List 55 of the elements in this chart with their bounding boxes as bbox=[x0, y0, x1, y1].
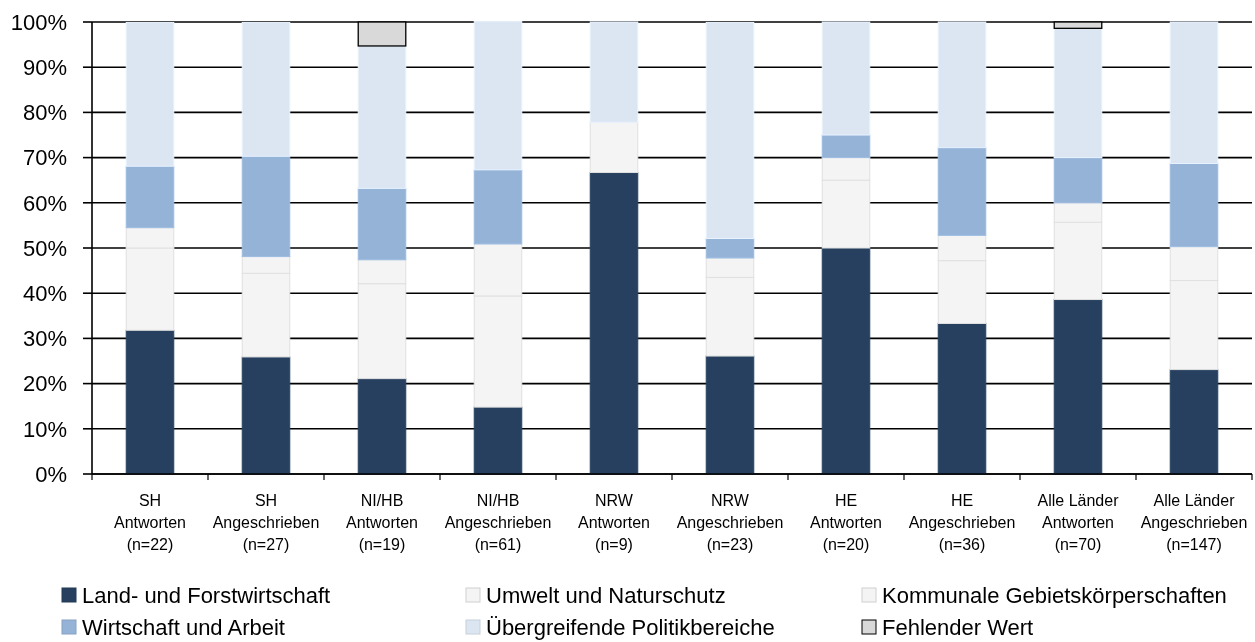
bar bbox=[821, 21, 871, 136]
bar bbox=[473, 406, 523, 475]
y-tick-label: 20% bbox=[22, 371, 67, 397]
bar bbox=[473, 21, 523, 171]
x-tick-label: NI/HB Angeschrieben (n=61) bbox=[444, 492, 552, 553]
bar bbox=[125, 329, 175, 475]
y-tick-label: 30% bbox=[22, 326, 67, 352]
y-tick-label: 100% bbox=[10, 9, 67, 35]
legend-label: Übergreifende Politikbereiche bbox=[486, 614, 775, 640]
y-tick-label: 50% bbox=[22, 235, 67, 261]
bar bbox=[125, 165, 175, 229]
x-tick-label: NRW Antworten (n=9) bbox=[577, 492, 651, 553]
y-tick-label: 60% bbox=[22, 190, 67, 216]
legend-label: Fehlender Wert bbox=[882, 614, 1034, 640]
bar bbox=[821, 247, 871, 475]
y-tick-label: 10% bbox=[22, 416, 67, 442]
bar bbox=[357, 378, 407, 475]
bar bbox=[1053, 299, 1103, 475]
bar bbox=[125, 21, 175, 167]
x-tick-label: SH Angeschrieben (n=27) bbox=[212, 492, 320, 553]
bar bbox=[705, 21, 755, 240]
legend-label: Land- und Forstwirtschaft bbox=[82, 582, 331, 608]
bar bbox=[1169, 21, 1219, 164]
bar bbox=[937, 322, 987, 475]
bar bbox=[1053, 27, 1103, 159]
y-tick-label: 90% bbox=[22, 54, 67, 80]
legend-label: Wirtschaft und Arbeit bbox=[82, 614, 285, 640]
bar bbox=[821, 134, 871, 159]
y-tick-label: 70% bbox=[22, 145, 67, 171]
bar bbox=[473, 169, 523, 245]
x-tick-label: Alle Länder Angeschrieben (n=147) bbox=[1140, 492, 1248, 553]
x-tick-label: SH Antworten (n=22) bbox=[113, 492, 187, 553]
legend-label: Umwelt und Naturschutz bbox=[486, 582, 726, 608]
bar bbox=[705, 355, 755, 475]
x-tick-label: HE Angeschrieben (n=36) bbox=[908, 492, 1016, 553]
legend-label: Kommunale Gebietskörperschaften bbox=[882, 582, 1227, 608]
bar bbox=[937, 147, 987, 236]
x-tick-label: NI/HB Antworten (n=19) bbox=[345, 492, 419, 553]
x-tick-label: Alle Länder Antworten (n=70) bbox=[1037, 492, 1120, 553]
y-tick-label: 0% bbox=[35, 461, 67, 487]
bar bbox=[589, 172, 639, 475]
bar bbox=[241, 155, 291, 258]
bar bbox=[357, 187, 407, 261]
x-tick-label: HE Antworten (n=20) bbox=[809, 492, 883, 553]
bar bbox=[241, 21, 291, 157]
y-tick-label: 80% bbox=[22, 100, 67, 126]
bar bbox=[937, 21, 987, 149]
bar bbox=[357, 45, 407, 189]
x-tick-label: NRW Angeschrieben (n=23) bbox=[676, 492, 784, 553]
bar bbox=[705, 238, 755, 259]
y-tick-label: 40% bbox=[22, 280, 67, 306]
bar bbox=[1169, 162, 1219, 248]
bar bbox=[241, 356, 291, 475]
bar bbox=[1169, 369, 1219, 475]
bar bbox=[1053, 157, 1103, 204]
